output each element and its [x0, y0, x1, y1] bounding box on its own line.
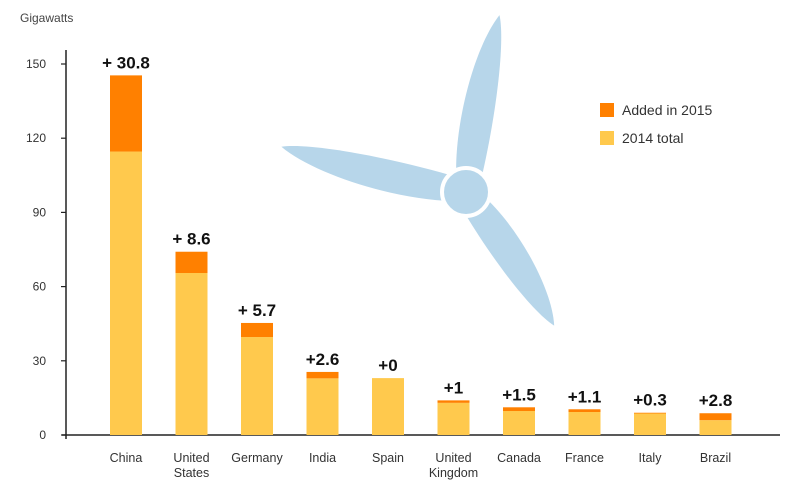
y-axis-title: Gigawatts: [20, 11, 73, 25]
y-tick-label: 120: [26, 131, 46, 145]
legend-swatch-2014-total: [600, 131, 614, 145]
x-tick-label: Canada: [497, 451, 541, 465]
bar-added-2015: [634, 412, 666, 414]
data-label: + 5.7: [238, 301, 276, 320]
turbine-blade: [281, 146, 460, 202]
data-label: + 8.6: [172, 230, 210, 249]
legend-label-added-2015: Added in 2015: [622, 102, 713, 118]
x-tick-label: United States: [173, 451, 209, 480]
bar-added-2015: [437, 400, 470, 403]
x-tick-label: Spain: [372, 451, 404, 465]
bar-2014-total: [699, 420, 732, 435]
data-labels: + 30.8 + 8.6 + 5.7 +2.6 +0 +1 +1.5 +1.1 +0.3 +2.8: [102, 53, 732, 410]
x-tick-label: Brazil: [700, 451, 731, 465]
bar-2014-total: [175, 272, 208, 435]
x-tick-label: China: [110, 451, 143, 465]
x-tick-label: Italy: [639, 451, 663, 465]
bar-added-2015: [241, 322, 273, 338]
data-label: +1.5: [502, 385, 536, 404]
y-tick-label: 0: [39, 428, 46, 442]
legend-swatch-added-2015: [600, 103, 614, 117]
bar-2014-total: [306, 378, 339, 435]
bar-2014-total: [503, 411, 535, 435]
turbine-hub: [440, 166, 492, 218]
x-tick-label: Germany: [231, 451, 283, 465]
data-label: +1.1: [568, 387, 602, 406]
data-label: + 30.8: [102, 53, 150, 72]
x-tick-label: India: [309, 451, 336, 465]
bar-2014-total: [634, 413, 666, 435]
bar-added-2015: [568, 409, 601, 412]
legend-label-2014-total: 2014 total: [622, 130, 684, 146]
turbine-blade: [456, 15, 502, 185]
bar-added-2015: [306, 371, 339, 379]
bar-2014-total: [241, 337, 273, 435]
bar-2014-total: [372, 378, 404, 435]
data-label: +0: [378, 356, 397, 375]
turbine-blade: [461, 194, 555, 326]
bars: [110, 75, 732, 435]
y-tick-label: 150: [26, 57, 46, 71]
data-label: +2.8: [699, 391, 733, 410]
y-tick-label: 30: [33, 354, 47, 368]
bar-2014-total: [568, 411, 601, 435]
bar-added-2015: [699, 413, 732, 421]
x-axis-tick-labels: China United States Germany India Spain United…: [110, 451, 731, 480]
y-tick-label: 60: [33, 280, 47, 294]
bar-added-2015: [503, 407, 535, 412]
data-label: +2.6: [306, 350, 340, 369]
bar-added-2015: [110, 75, 142, 152]
bar-added-2015: [175, 251, 208, 273]
bar-2014-total: [110, 151, 142, 435]
legend: Added in 2015 2014 total: [600, 102, 713, 146]
bar-2014-total: [437, 402, 470, 435]
wind-turbine-icon: [281, 15, 555, 326]
x-tick-label: United Kingdom: [429, 451, 478, 480]
x-tick-label: France: [565, 451, 604, 465]
data-label: +0.3: [633, 391, 667, 410]
data-label: +1: [444, 378, 463, 397]
y-tick-label: 90: [33, 205, 47, 219]
